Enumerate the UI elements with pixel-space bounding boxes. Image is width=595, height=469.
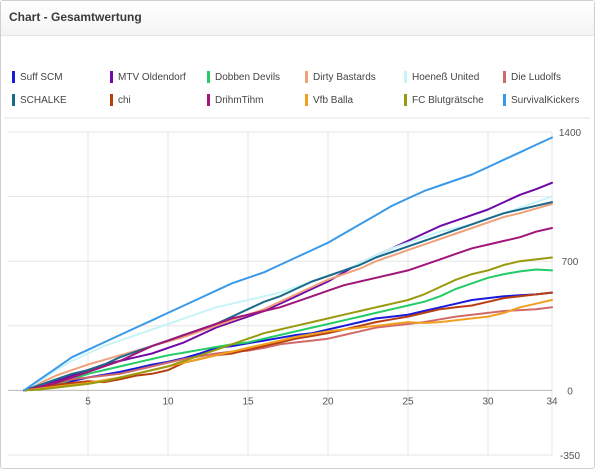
- legend-label: chi: [118, 94, 131, 106]
- x-tick-label: 10: [162, 396, 174, 407]
- legend-swatch: [404, 71, 407, 83]
- series-line: [23, 291, 553, 392]
- legend-item[interactable]: Die Ludolfs: [503, 70, 561, 84]
- legend-label: Dobben Devils: [215, 71, 281, 83]
- legend-label: FC Blutgrätsche: [412, 94, 484, 106]
- legend-swatch: [503, 94, 506, 106]
- x-tick-label: 25: [402, 396, 414, 407]
- legend-swatch: [207, 94, 210, 106]
- y-tick-label: 0: [567, 386, 573, 397]
- legend-item[interactable]: Dirty Bastards: [305, 70, 376, 84]
- legend-swatch: [404, 94, 407, 106]
- legend-label: SurvivalKickers: [511, 94, 580, 106]
- x-tick-label: 30: [482, 396, 494, 407]
- legend-label: Suff SCM: [20, 71, 63, 83]
- series-line: [23, 306, 553, 392]
- x-tick-label: 34: [546, 396, 558, 407]
- series-line: [23, 203, 553, 392]
- legend-swatch: [305, 94, 308, 106]
- chart-legend: Suff SCM MTV Oldendorf Dobben Devils Dirty …: [0, 0, 595, 110]
- legend-label: Die Ludolfs: [511, 71, 562, 83]
- y-tick-label: -350: [560, 451, 580, 462]
- legend-swatch: [503, 71, 506, 83]
- panel-header: Chart - Gesamtwertung: [1, 1, 594, 36]
- legend-item[interactable]: Vfb Balla: [305, 93, 353, 107]
- series-line: [23, 227, 553, 392]
- legend-swatch: [110, 94, 113, 106]
- legend-label: DrihmTihm: [215, 94, 264, 106]
- legend-label: Dirty Bastards: [313, 71, 376, 83]
- legend-label: MTV Oldendorf: [118, 71, 186, 83]
- x-tick-label: 20: [322, 396, 334, 407]
- x-tick-label: 5: [85, 396, 91, 407]
- legend-item[interactable]: DrihmTihm: [207, 93, 264, 107]
- panel-title: Chart - Gesamtwertung: [9, 10, 142, 24]
- legend-item[interactable]: Hoeneß United: [404, 70, 479, 84]
- legend-swatch: [207, 71, 210, 83]
- y-tick-label: 1400: [559, 128, 582, 139]
- legend-item[interactable]: Dobben Devils: [207, 70, 280, 84]
- legend-swatch: [12, 71, 15, 83]
- series-line: [23, 201, 553, 392]
- legend-label: Hoeneß United: [412, 71, 480, 83]
- legend-item[interactable]: FC Blutgrätsche: [404, 93, 484, 107]
- legend-swatch: [110, 71, 113, 83]
- legend-item[interactable]: SCHALKE: [12, 93, 67, 107]
- series-line: [23, 136, 553, 392]
- x-tick-label: 15: [242, 396, 254, 407]
- legend-item[interactable]: MTV Oldendorf: [110, 70, 186, 84]
- legend-swatch: [12, 94, 15, 106]
- y-tick-label: 700: [562, 257, 579, 268]
- legend-item[interactable]: SurvivalKickers: [503, 93, 579, 107]
- legend-item[interactable]: Suff SCM: [12, 70, 63, 84]
- legend-label: SCHALKE: [20, 94, 67, 106]
- series-line: [23, 268, 553, 392]
- series-line: [23, 291, 553, 392]
- legend-swatch: [305, 71, 308, 83]
- series-line: [23, 256, 553, 392]
- series-line: [23, 299, 553, 392]
- legend-label: Vfb Balla: [313, 94, 354, 106]
- legend-item[interactable]: chi: [110, 93, 131, 107]
